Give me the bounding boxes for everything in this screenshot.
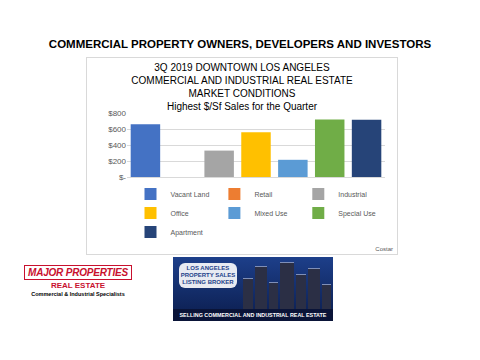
svg-text:Apartment: Apartment — [171, 229, 203, 237]
html-text:Costar: Costar — [375, 246, 393, 252]
html-text:Commercial & Industrial Specia: Commercial & Industrial Specialists — [31, 291, 125, 297]
html-text:REAL ESTATE: REAL ESTATE — [50, 281, 106, 290]
svg-text:Retail: Retail — [254, 191, 272, 198]
svg-text:3Q 2019 DOWNTOWN LOS ANGELESCO: 3Q 2019 DOWNTOWN LOS ANGELESCOMMERCIAL A… — [131, 62, 353, 112]
html-text:PROPERTY SALES: PROPERTY SALES — [180, 272, 236, 278]
svg-text:$600: $600 — [108, 125, 126, 134]
html-text:LOS ANGELES: LOS ANGELES — [186, 265, 230, 271]
svg-text:Special Use: Special Use — [338, 210, 375, 218]
svg-text:Mixed Use: Mixed Use — [254, 210, 287, 217]
svg-text:$800: $800 — [108, 109, 126, 118]
html-text:SELLING COMMERCIAL AND INDUSTR: SELLING COMMERCIAL AND INDUSTRIAL REAL E… — [179, 312, 327, 318]
svg-text:$200: $200 — [108, 157, 126, 166]
svg-text:$-: $- — [119, 173, 126, 182]
html-text:MAJOR PROPERTIES: MAJOR PROPERTIES — [28, 267, 128, 278]
svg-text:Vacant Land: Vacant Land — [171, 191, 210, 198]
svg-text:Industrial: Industrial — [338, 191, 367, 198]
html-text:COMMERCIAL PROPERTY OWNERS, DE: COMMERCIAL PROPERTY OWNERS, DEVELOPERS A… — [48, 38, 432, 50]
svg-text:Office: Office — [171, 210, 189, 217]
html-text:LISTING BROKER: LISTING BROKER — [182, 279, 234, 285]
svg-text:$400: $400 — [108, 141, 126, 150]
